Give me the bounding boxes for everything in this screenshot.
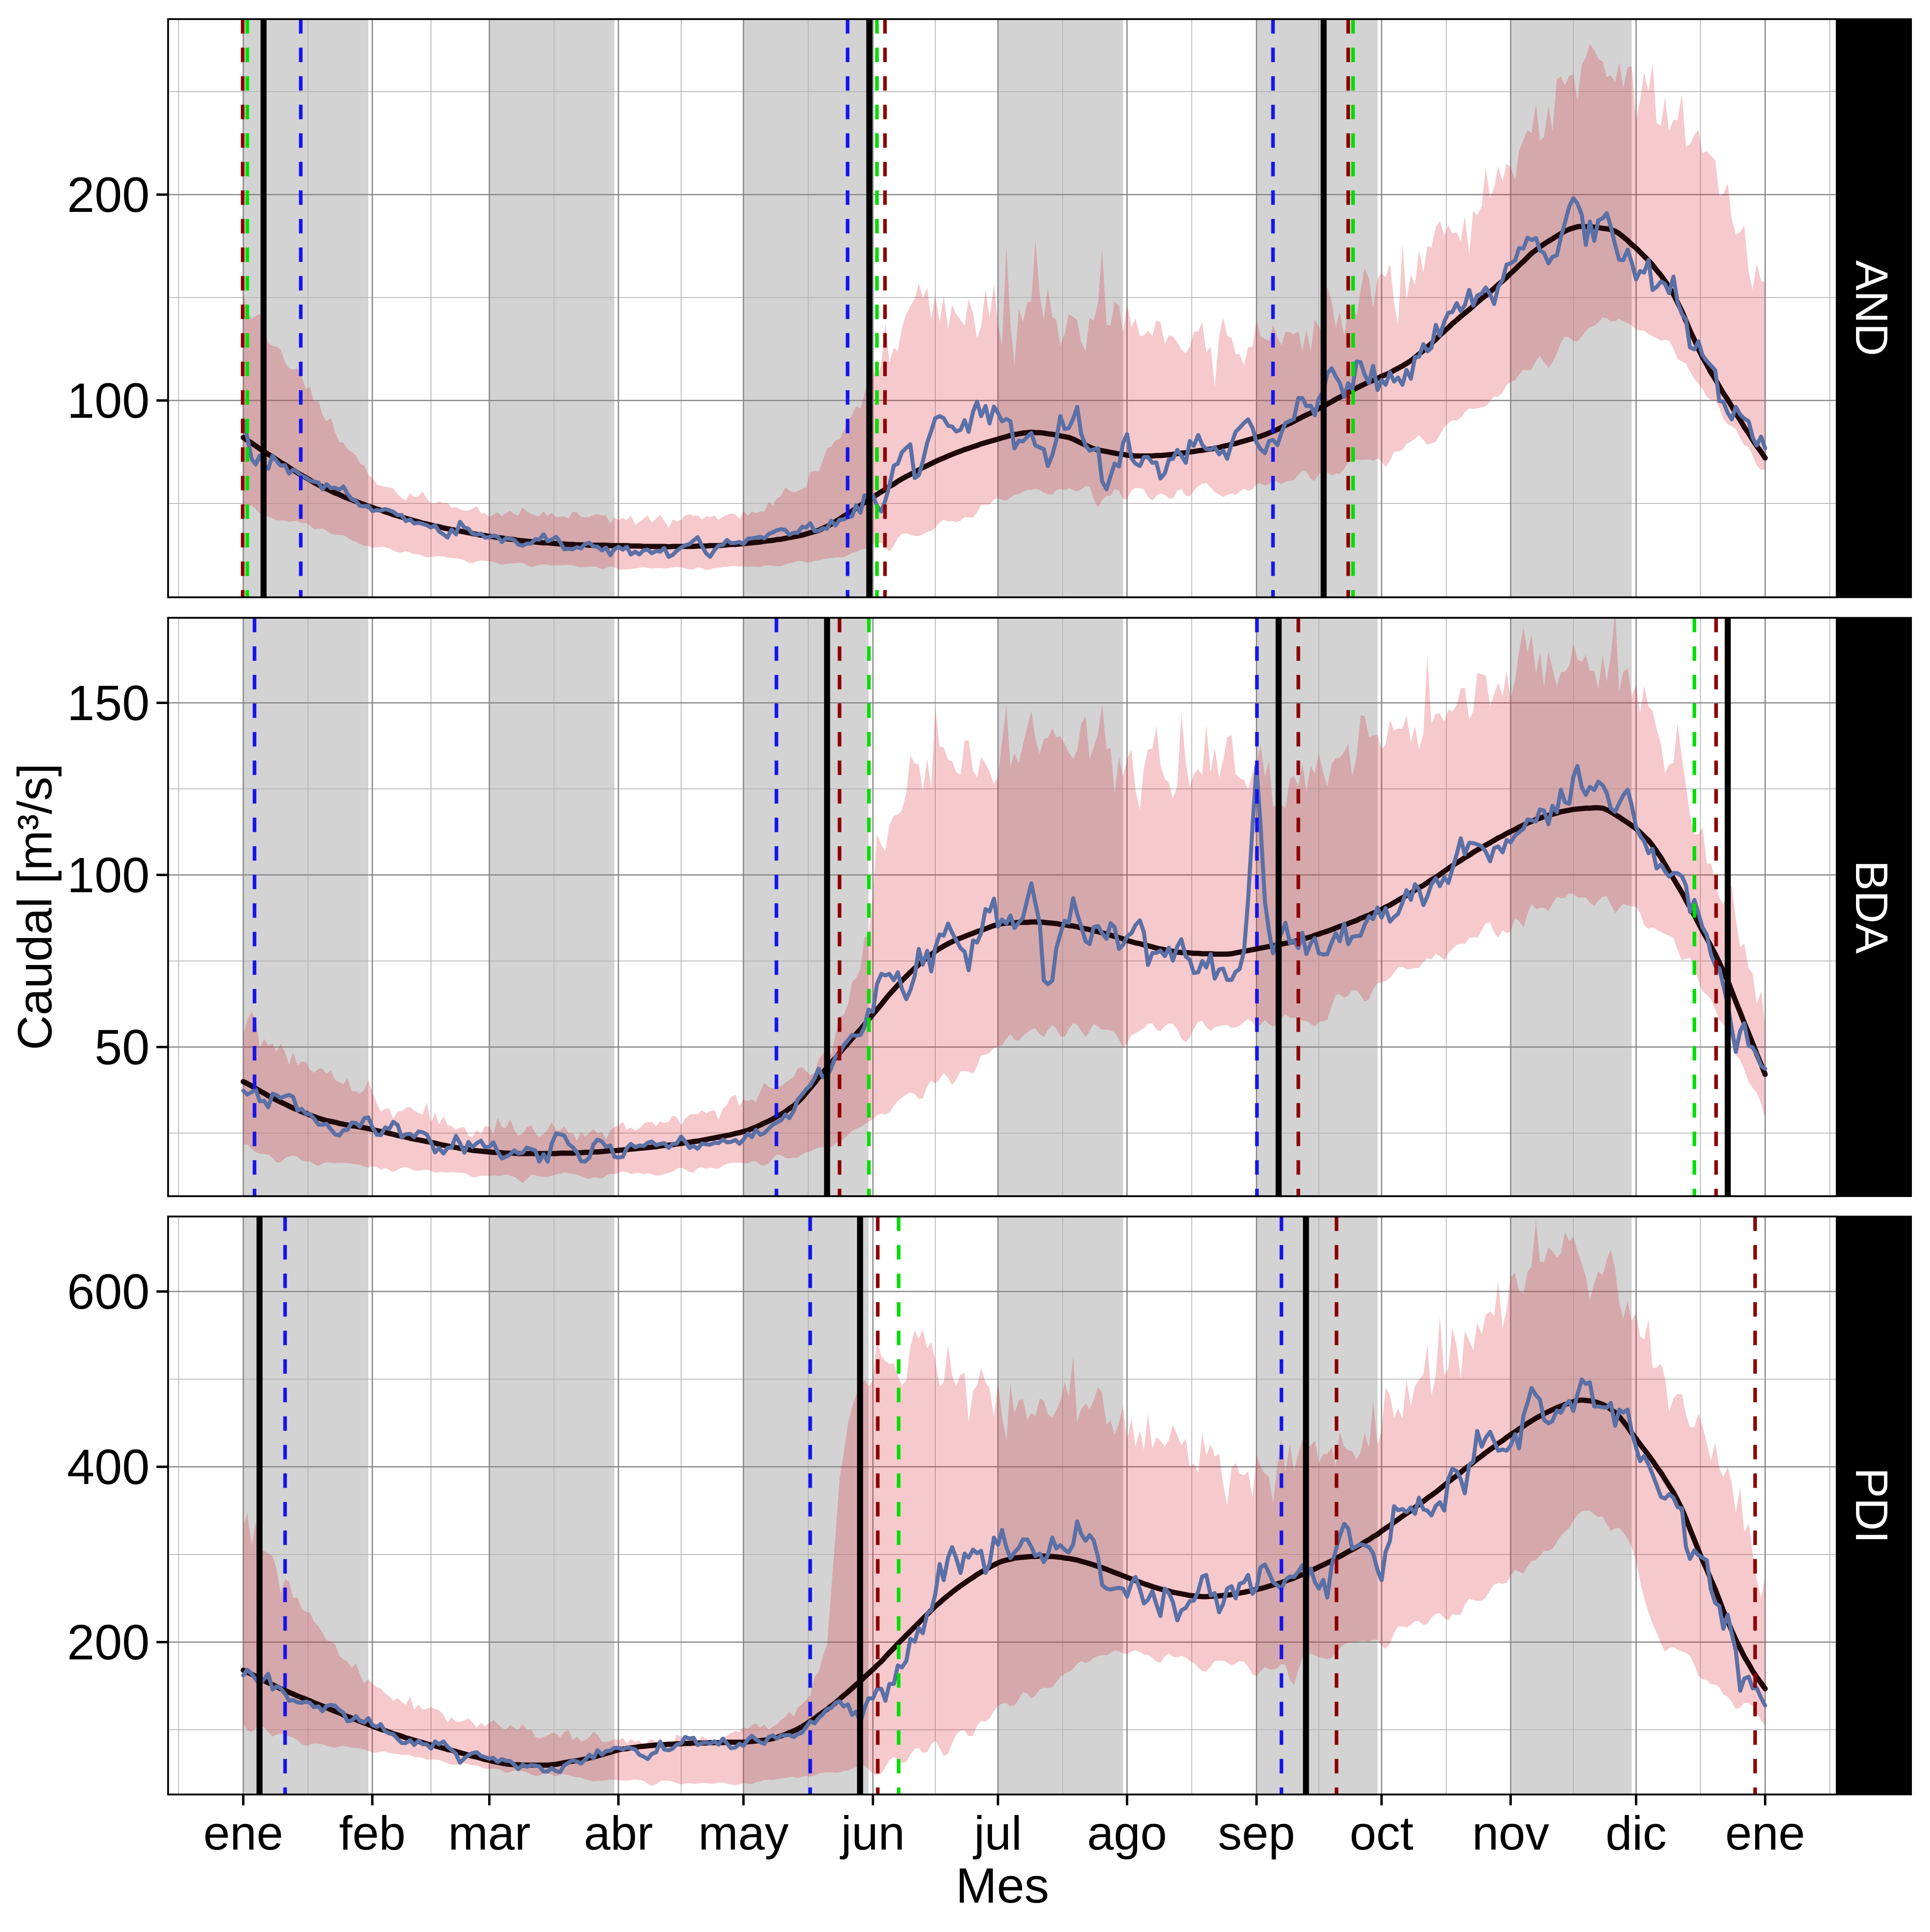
svg-text:dic: dic (1606, 1807, 1667, 1860)
svg-text:oct: oct (1350, 1807, 1414, 1860)
svg-text:50: 50 (94, 1020, 150, 1075)
svg-text:100: 100 (67, 374, 150, 429)
svg-text:ene: ene (203, 1807, 283, 1860)
svg-text:jul: jul (973, 1807, 1022, 1860)
svg-text:Mes: Mes (956, 1858, 1049, 1914)
svg-text:400: 400 (67, 1440, 150, 1495)
svg-text:200: 200 (67, 1615, 150, 1670)
svg-text:PDI: PDI (1846, 1468, 1897, 1543)
svg-text:mar: mar (448, 1807, 531, 1860)
svg-text:nov: nov (1472, 1807, 1549, 1860)
svg-text:jun: jun (840, 1807, 905, 1860)
svg-text:ene: ene (1725, 1807, 1805, 1860)
svg-text:600: 600 (67, 1265, 150, 1320)
svg-text:feb: feb (339, 1807, 405, 1860)
svg-text:200: 200 (67, 168, 150, 223)
svg-text:sep: sep (1218, 1807, 1295, 1860)
svg-text:abr: abr (584, 1807, 653, 1860)
svg-text:Caudal [m³/s]: Caudal [m³/s] (8, 763, 62, 1050)
svg-text:ago: ago (1087, 1807, 1167, 1860)
svg-text:may: may (698, 1807, 789, 1860)
svg-text:AND: AND (1846, 260, 1897, 356)
svg-text:150: 150 (67, 676, 150, 731)
svg-text:100: 100 (67, 848, 150, 903)
svg-text:BDA: BDA (1846, 860, 1897, 954)
